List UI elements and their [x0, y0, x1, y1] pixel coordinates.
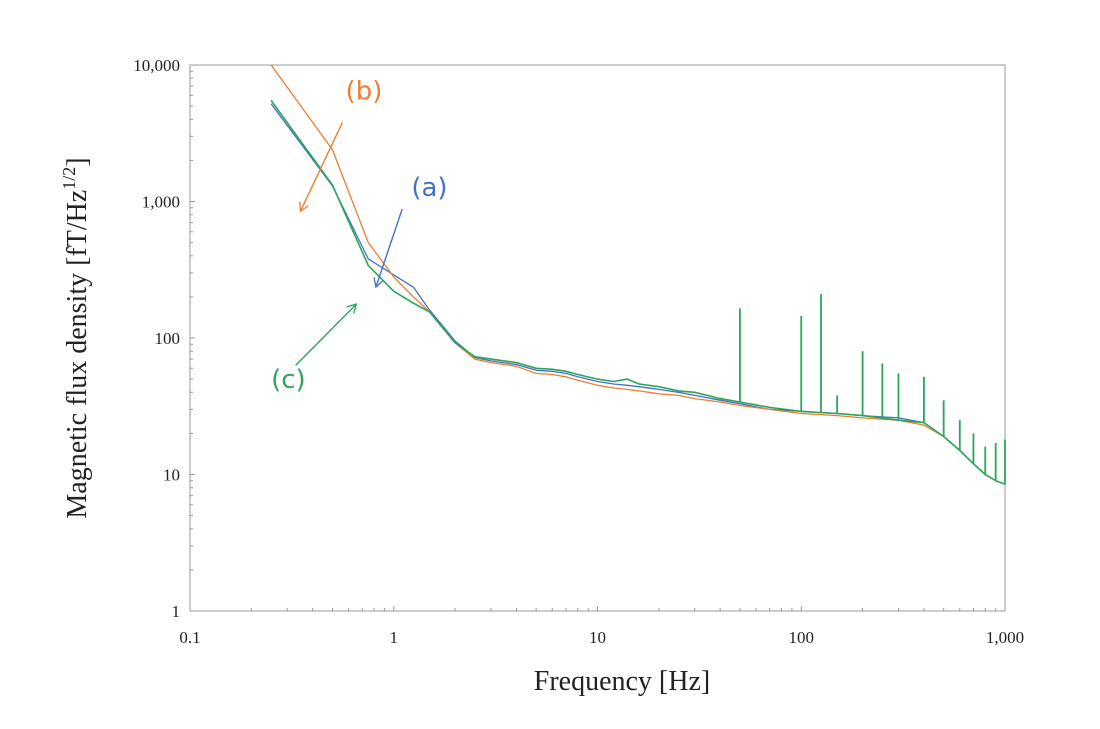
series-line-c	[270, 99, 1006, 485]
x-axis-ticks: 0.1 1 10 100 1,000	[179, 606, 1024, 647]
x-tick-label: 100	[789, 628, 815, 647]
x-axis-title: Frequency [Hz]	[534, 666, 710, 697]
y-axis-ticks: 1 10 100 1,000 10,000	[133, 56, 195, 621]
x-tick-label: 1	[390, 628, 399, 647]
x-tick-label: 1,000	[986, 628, 1024, 647]
y-axis-title-main: Magnetic flux density [fT/Hz	[62, 190, 93, 519]
y-axis-title-exponent: 1/2	[59, 167, 79, 190]
y-tick-label: 1	[172, 602, 181, 621]
x-tick-label: 10	[589, 628, 606, 647]
y-tick-label: 1,000	[142, 193, 180, 212]
y-tick-label: 10,000	[133, 56, 180, 75]
y-axis-title: Magnetic flux density [fT/Hz1/2]	[59, 157, 93, 518]
spike-layer	[739, 294, 1006, 485]
y-tick-label: 100	[155, 329, 181, 348]
series-line-b	[270, 64, 1006, 485]
annotation-arrow	[376, 208, 403, 286]
x-tick-label: 0.1	[179, 628, 200, 647]
annotation-label: (a)	[411, 173, 447, 203]
y-axis-title-close: ]	[62, 157, 93, 166]
annotation-arrow	[295, 305, 356, 366]
annotation-label: (c)	[271, 365, 306, 395]
series-layer	[270, 64, 1006, 485]
annotation-layer: (a) (b) (c)	[271, 76, 447, 395]
y-tick-label: 10	[163, 466, 180, 485]
annotation-label: (b)	[346, 76, 383, 106]
annotation-arrow	[301, 122, 344, 210]
series-line-a	[270, 103, 1006, 485]
plot-area-frame	[189, 64, 1006, 612]
